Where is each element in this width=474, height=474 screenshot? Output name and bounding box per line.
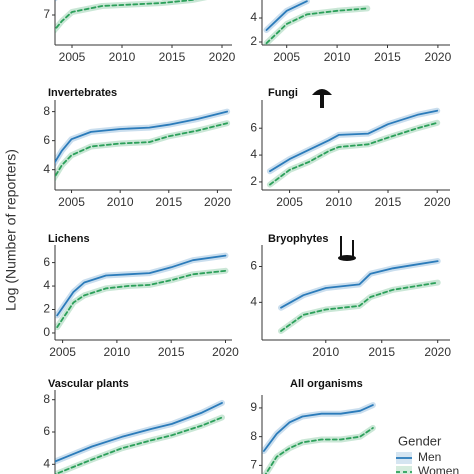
ribbon [55, 108, 231, 168]
x-tick-label: 2010 [325, 195, 352, 209]
y-tick-label: 4 [250, 295, 257, 309]
line [265, 0, 308, 31]
x-tick-label: 2005 [273, 50, 300, 64]
bryophyte-icon [338, 236, 356, 261]
ribbon [266, 107, 441, 175]
legend-title: Gender [398, 433, 442, 448]
panel-title: Invertebrates [48, 87, 117, 99]
line [55, 122, 228, 179]
x-tick-label: 2005 [58, 195, 85, 209]
x-tick-label: 2010 [104, 345, 131, 359]
y-tick-label: 6 [250, 259, 257, 273]
panel-title: Fungi [268, 87, 298, 99]
y-tick-label: 4 [250, 147, 257, 161]
line [265, 7, 369, 45]
ribbon [55, 267, 229, 331]
line [280, 281, 439, 332]
x-tick-label: 2010 [312, 345, 339, 359]
y-tick-label: 8 [250, 429, 257, 443]
y-tick-label: 8 [43, 104, 50, 118]
x-tick-label: 2020 [212, 345, 239, 359]
y-tick-label: 9 [250, 400, 257, 414]
y-tick-label: 2 [250, 174, 257, 188]
x-tick-label: 2010 [324, 50, 351, 64]
line [269, 109, 439, 173]
line [55, 402, 223, 463]
y-tick-label: 8 [43, 392, 50, 406]
line [263, 404, 374, 452]
panel-title: All organisms [290, 378, 363, 390]
plot-area [55, 399, 225, 474]
y-axis-label: Log (Number of reporters) [3, 149, 19, 311]
line [56, 254, 227, 317]
x-tick-label: 2020 [424, 345, 451, 359]
x-tick-label: 2020 [209, 50, 236, 64]
x-tick-label: 2005 [59, 50, 86, 64]
plot-area [55, 252, 229, 331]
x-tick-label: 2015 [368, 345, 395, 359]
x-tick-label: 2015 [155, 195, 182, 209]
plot-area [266, 107, 441, 188]
line [280, 260, 439, 309]
x-tick-label: 2010 [107, 195, 134, 209]
plot-area [263, 0, 371, 45]
line [55, 110, 228, 164]
legend-label: Women [418, 464, 459, 474]
x-tick-label: 2005 [49, 345, 76, 359]
x-tick-label: 2015 [158, 345, 185, 359]
panel-title: Vascular plants [48, 378, 129, 390]
x-tick-label: 2020 [424, 195, 451, 209]
x-tick-label: 2010 [109, 50, 136, 64]
plot-area [262, 402, 376, 474]
y-tick-label: 7 [43, 7, 50, 21]
x-tick-label: 2020 [425, 50, 452, 64]
y-tick-label: 6 [43, 133, 50, 147]
plot-area [278, 258, 441, 334]
x-tick-label: 2020 [204, 195, 231, 209]
y-tick-label: 7 [250, 458, 257, 472]
plot-area [55, 108, 231, 183]
x-tick-label: 2015 [374, 50, 401, 64]
y-tick-label: 4 [43, 278, 50, 292]
line [264, 427, 374, 474]
legend-label: Men [418, 450, 441, 464]
y-tick-label: 4 [250, 10, 257, 24]
y-tick-label: 0 [43, 325, 50, 339]
x-tick-label: 2015 [375, 195, 402, 209]
ribbon [55, 120, 231, 183]
ribbon [262, 425, 376, 474]
y-tick-label: 6 [43, 255, 50, 269]
y-tick-label: 2 [250, 34, 257, 48]
y-tick-label: 6 [43, 424, 50, 438]
plot-area [55, 0, 208, 35]
line [55, 0, 197, 31]
y-tick-label: 2 [43, 302, 50, 316]
legend-key-bg [396, 466, 412, 474]
panel-title: Lichens [48, 233, 90, 245]
line [269, 121, 439, 186]
y-tick-label: 4 [43, 162, 50, 176]
mushroom-icon [312, 89, 332, 108]
x-tick-label: 2005 [276, 195, 303, 209]
panel-title: Bryophytes [268, 233, 329, 245]
line [56, 269, 227, 328]
y-tick-label: 6 [250, 120, 257, 134]
y-tick-label: 4 [43, 456, 50, 470]
x-tick-label: 2015 [159, 50, 186, 64]
line [55, 416, 223, 474]
